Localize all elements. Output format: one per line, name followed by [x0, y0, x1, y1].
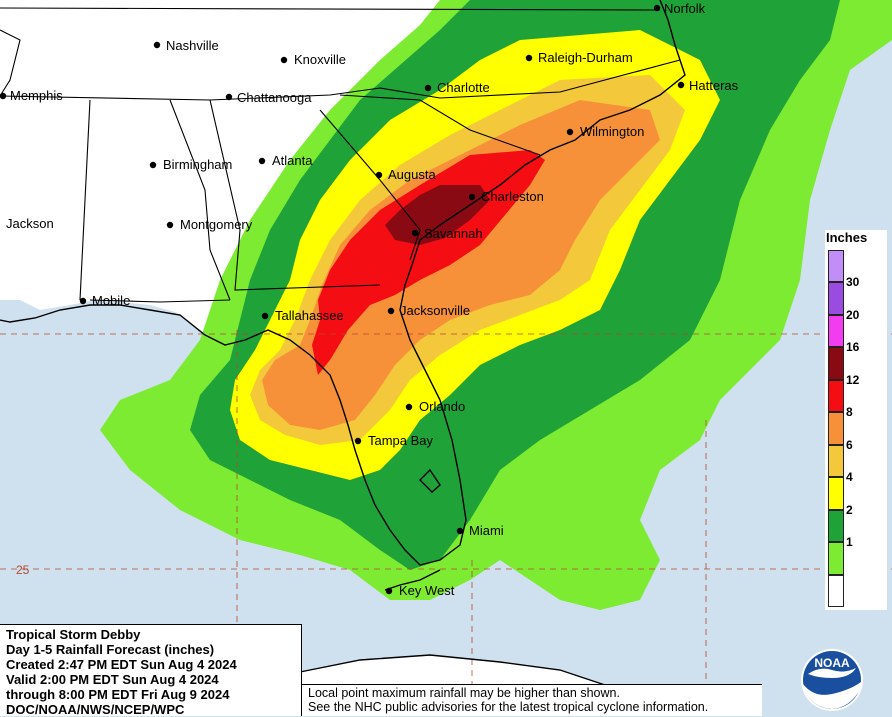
svg-text:Tampa Bay: Tampa Bay	[368, 433, 434, 448]
svg-text:Orlando: Orlando	[419, 399, 465, 414]
svg-text:Charlotte: Charlotte	[437, 80, 490, 95]
city-savannah: Savannah	[411, 226, 483, 241]
legend-swatch-2	[828, 509, 844, 543]
city-augusta: Augusta	[375, 167, 436, 182]
state-boundaries	[0, 7, 681, 303]
rain-8in	[262, 100, 660, 430]
legend-swatch-30	[828, 282, 844, 315]
svg-text:Augusta: Augusta	[388, 167, 436, 182]
legend-value: 4	[846, 470, 853, 485]
legend-value: 30	[846, 275, 860, 290]
city-raleigh-durham: Raleigh-Durham	[525, 50, 633, 65]
svg-text:Norfolk: Norfolk	[664, 1, 706, 16]
legend-value: 1	[846, 535, 853, 550]
city-jackson: Jackson	[6, 216, 54, 231]
city-orlando: Orlando	[405, 399, 465, 414]
svg-text:Jackson: Jackson	[6, 216, 54, 231]
legend-value: 16	[846, 340, 860, 355]
legend-value: 8	[846, 405, 853, 420]
legend-swatch-16	[828, 347, 844, 380]
city-atlanta: Atlanta	[258, 153, 313, 168]
city-norfolk: Norfolk	[653, 1, 706, 16]
legend-value: 2	[846, 502, 853, 517]
svg-text:Tallahassee: Tallahassee	[275, 308, 344, 323]
svg-text:Montgomery: Montgomery	[180, 217, 253, 232]
city-birmingham: Birmingham	[149, 157, 232, 172]
legend-swatch-12	[828, 379, 844, 413]
info-source: DOC/NOAA/NWS/NCEP/WPC	[6, 702, 185, 717]
svg-text:Charleston: Charleston	[481, 189, 544, 204]
legend-title: Inches	[826, 230, 868, 245]
info-through: through 8:00 PM EDT Fri Aug 9 2024	[6, 687, 230, 702]
svg-text:Key West: Key West	[399, 583, 455, 598]
latitude-label: 25	[16, 563, 30, 577]
city-markers: Norfolk Nashville Knoxville Raleigh-Durh…	[0, 1, 739, 598]
city-hatteras: Hatteras	[677, 78, 739, 93]
legend-swatch-6	[828, 444, 844, 478]
legend-value: 12	[846, 372, 860, 387]
svg-text:Mobile: Mobile	[92, 293, 130, 308]
svg-text:Chattanooga: Chattanooga	[237, 90, 312, 105]
city-charlotte: Charlotte	[424, 80, 490, 95]
legend-swatch-20	[828, 314, 844, 348]
city-nashville: Nashville	[153, 38, 219, 53]
city-knoxville: Knoxville	[280, 52, 346, 67]
city-memphis: Memphis	[0, 88, 63, 103]
noaa-logo-icon: NOAA	[801, 649, 863, 711]
info-valid: Valid 2:00 PM EDT Sun Aug 4 2024	[6, 672, 219, 687]
city-montgomery: Montgomery	[166, 217, 253, 232]
legend-swatch-bottom	[828, 574, 844, 607]
rain-12in	[312, 150, 545, 375]
city-chattanooga: Chattanooga	[225, 90, 312, 105]
city-charleston: Charleston	[468, 189, 544, 204]
svg-text:Raleigh-Durham: Raleigh-Durham	[538, 50, 633, 65]
rain-16in	[385, 185, 490, 245]
svg-text:Birmingham: Birmingham	[163, 157, 232, 172]
legend-value: 20	[846, 307, 860, 322]
city-mobile: Mobile	[79, 293, 130, 308]
city-tampa-bay: Tampa Bay	[354, 433, 434, 448]
legend-swatch-4	[828, 477, 844, 510]
svg-text:Wilmington: Wilmington	[580, 124, 644, 139]
city-miami: Miami	[456, 523, 504, 538]
city-jacksonville: Jacksonville	[387, 303, 470, 318]
disclaimer-panel: Local point maximum rainfall may be high…	[302, 684, 762, 716]
city-tallahassee: Tallahassee	[261, 308, 344, 323]
legend-swatch-1	[828, 542, 844, 575]
svg-text:Hatteras: Hatteras	[689, 78, 739, 93]
city-key-west: Key West	[385, 583, 455, 598]
info-created: Created 2:47 PM EDT Sun Aug 4 2024	[6, 657, 237, 672]
disclaimer-line-2: See the NHC public advisories for the la…	[308, 700, 709, 714]
disclaimer-line-1: Local point maximum rainfall may be high…	[308, 686, 620, 700]
svg-text:Savannah: Savannah	[424, 226, 483, 241]
legend-value: 6	[846, 437, 853, 452]
info-product: Day 1-5 Rainfall Forecast (inches)	[6, 642, 215, 657]
info-title: Tropical Storm Debby	[6, 627, 141, 642]
svg-text:Atlanta: Atlanta	[272, 153, 313, 168]
svg-text:Memphis: Memphis	[10, 88, 63, 103]
info-panel: Tropical Storm Debby Day 1-5 Rainfall Fo…	[0, 624, 302, 717]
legend-swatch-top	[828, 250, 844, 283]
noaa-logo-text: NOAA	[814, 656, 850, 670]
svg-text:Jacksonville: Jacksonville	[400, 303, 470, 318]
legend-swatch-8	[828, 412, 844, 445]
svg-text:Miami: Miami	[469, 523, 504, 538]
svg-text:Nashville: Nashville	[166, 38, 219, 53]
city-wilmington: Wilmington	[566, 124, 644, 139]
svg-text:Knoxville: Knoxville	[294, 52, 346, 67]
